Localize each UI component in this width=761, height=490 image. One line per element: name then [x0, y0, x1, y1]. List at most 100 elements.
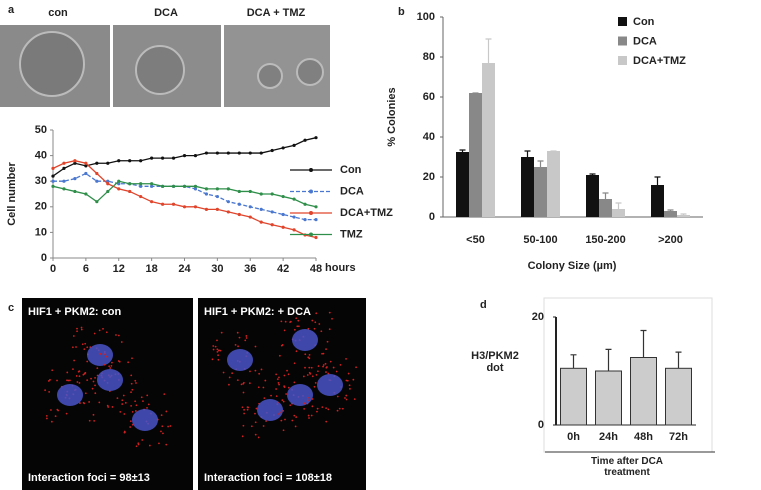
- x-tick-label: 24: [178, 263, 191, 275]
- error-bar: [602, 192, 609, 199]
- focus: [281, 399, 284, 401]
- image-title: HIF1 + PKM2: con: [28, 306, 121, 318]
- focus: [48, 391, 51, 393]
- focus: [270, 394, 272, 397]
- focus: [275, 388, 278, 390]
- focus: [147, 403, 150, 406]
- marker: [106, 182, 110, 186]
- focus: [103, 353, 105, 356]
- focus: [245, 337, 248, 339]
- panel-label: c: [8, 302, 14, 314]
- focus: [241, 435, 244, 438]
- focus: [296, 325, 299, 328]
- marker: [182, 154, 187, 158]
- focus: [307, 399, 309, 402]
- nucleus: [292, 329, 318, 351]
- marker: [237, 189, 241, 194]
- marker: [117, 159, 121, 163]
- focus: [130, 374, 133, 377]
- legend-marker: [309, 189, 313, 194]
- focus: [278, 413, 280, 415]
- focus: [111, 406, 114, 408]
- focus: [345, 357, 347, 360]
- focus: [236, 379, 239, 382]
- focus: [228, 376, 231, 379]
- focus: [72, 335, 75, 337]
- focus: [103, 363, 106, 366]
- y-tick-label: 40: [423, 131, 435, 143]
- focus: [262, 425, 265, 427]
- marker: [117, 187, 121, 191]
- focus: [105, 355, 108, 358]
- focus: [325, 348, 327, 351]
- nucleus: [257, 399, 283, 421]
- focus: [352, 378, 355, 381]
- marker: [303, 218, 307, 222]
- focus: [169, 425, 172, 427]
- marker: [314, 136, 318, 140]
- bar: [630, 357, 657, 426]
- marker: [171, 202, 176, 206]
- image-caption: Interaction foci = 108±18: [204, 472, 332, 484]
- focus: [78, 382, 81, 384]
- focus: [162, 432, 164, 435]
- focus: [242, 382, 245, 385]
- focus: [297, 325, 300, 328]
- focus: [109, 367, 112, 369]
- marker: [270, 192, 274, 196]
- focus: [165, 410, 168, 413]
- marker: [139, 194, 143, 199]
- legend-label: Con: [633, 16, 655, 28]
- focus: [131, 357, 133, 360]
- focus: [90, 377, 92, 380]
- focus: [311, 405, 314, 408]
- focus: [310, 366, 313, 369]
- focus: [54, 415, 57, 418]
- marker: [73, 189, 77, 194]
- nucleus: [57, 384, 83, 406]
- focus: [338, 407, 341, 410]
- bar: [534, 167, 547, 217]
- focus: [293, 362, 296, 365]
- marker: [193, 184, 198, 188]
- marker: [62, 161, 66, 165]
- focus: [119, 410, 122, 413]
- focus: [249, 370, 251, 373]
- focus: [93, 419, 96, 422]
- y-tick-label: 100: [417, 11, 435, 23]
- line: [53, 172, 316, 221]
- x-tick-label: 18: [146, 263, 158, 275]
- focus: [79, 402, 81, 404]
- focus: [322, 364, 325, 366]
- focus: [345, 398, 348, 401]
- focus: [98, 401, 101, 404]
- focus: [349, 387, 351, 390]
- marker: [139, 159, 143, 163]
- focus: [84, 392, 87, 395]
- legend-marker: [309, 232, 313, 237]
- marker: [84, 192, 88, 196]
- focus: [94, 377, 96, 379]
- y-axis-label: Cell number: [6, 162, 18, 226]
- focus: [80, 326, 83, 329]
- image-caption: Interaction foci = 98±13: [28, 472, 150, 484]
- focus: [302, 375, 305, 378]
- focus: [76, 327, 78, 330]
- focus: [294, 425, 297, 428]
- marker: [237, 151, 241, 155]
- focus: [293, 328, 296, 331]
- focus: [134, 410, 137, 412]
- focus: [83, 348, 86, 351]
- focus: [255, 407, 258, 410]
- focus: [308, 357, 311, 360]
- marker: [106, 161, 110, 165]
- legend-label: DCA: [340, 185, 364, 197]
- focus: [217, 354, 220, 357]
- marker: [270, 148, 274, 153]
- marker: [73, 177, 77, 181]
- marker: [95, 161, 99, 165]
- focus: [120, 341, 123, 343]
- focus: [123, 430, 126, 433]
- marker: [204, 151, 209, 155]
- focus: [244, 339, 247, 342]
